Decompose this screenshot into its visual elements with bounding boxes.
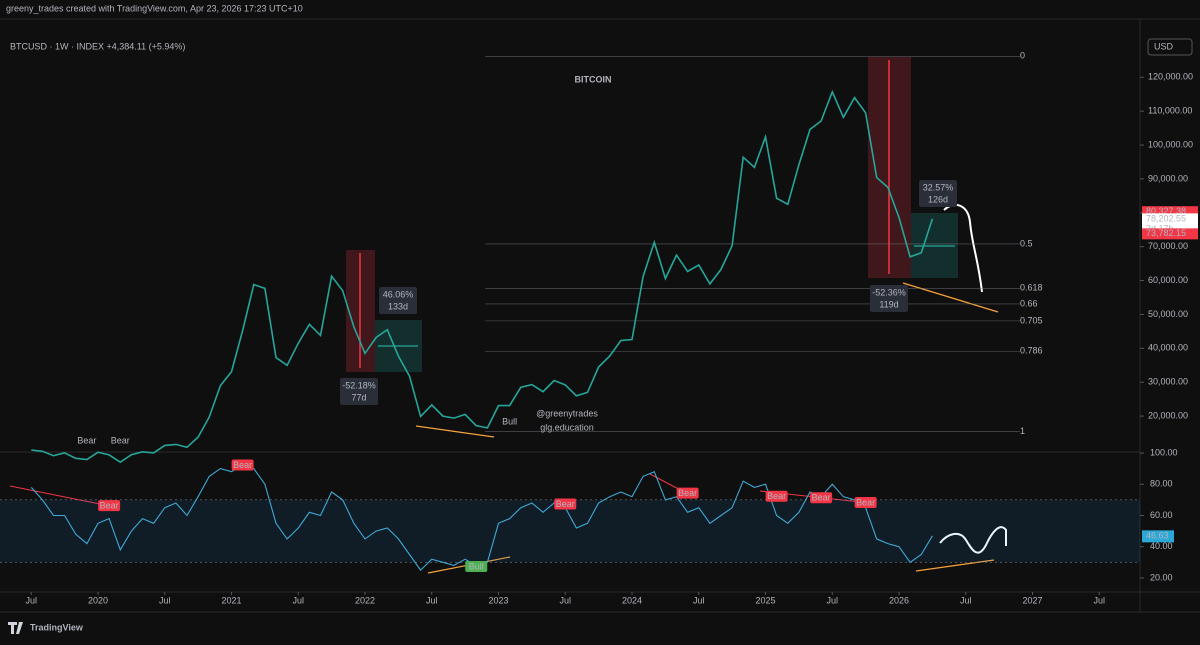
fib-label: 0.5 — [1020, 238, 1033, 248]
signal-label: Bear — [111, 436, 130, 446]
signal-label: Bull — [502, 417, 517, 427]
signal-label: Bear — [678, 488, 697, 498]
signal-box — [765, 490, 788, 502]
measure-change: 32.57% — [923, 182, 954, 192]
price-label-box — [1142, 206, 1198, 218]
y-tick-label: 110,000.00 — [1148, 106, 1192, 116]
measure-change: 46.06% — [383, 289, 414, 299]
price-label: 78,202.55 — [1146, 213, 1186, 223]
x-tick-label: 2023 — [488, 595, 508, 605]
signal-label: Bear — [856, 497, 875, 507]
y-tick-label: 100,000.00 — [1148, 139, 1193, 149]
signal-label: Bear — [812, 493, 831, 503]
signal-label: Bear — [77, 436, 96, 446]
y-tick-label: 40.00 — [1150, 541, 1173, 551]
signal-box — [465, 561, 488, 573]
fib-label: 0 — [1020, 51, 1025, 61]
x-tick-label: Jul — [826, 595, 838, 605]
y-tick-label: 60,000.00 — [1148, 275, 1188, 285]
trend-line — [915, 559, 995, 572]
measure-duration: 126d — [928, 194, 948, 204]
y-tick-label: 120,000.00 — [1148, 72, 1193, 82]
x-tick-label: Jul — [25, 595, 37, 605]
measure-change: -52.18% — [342, 380, 376, 390]
signal-label: Bear — [100, 500, 119, 510]
measure-boxes — [346, 57, 958, 372]
x-tick-label: Jul — [960, 595, 972, 605]
x-tick-label: 2020 — [88, 595, 108, 605]
x-tick-label: Jul — [1093, 595, 1105, 605]
y-tick-label: 20.00 — [1150, 572, 1173, 582]
x-tick-label: Jul — [292, 595, 304, 605]
x-tick-label: Jul — [159, 595, 171, 605]
x-tick-label: 2024 — [622, 595, 642, 605]
signal-label: Bear — [556, 499, 575, 509]
price-label-box — [1142, 228, 1198, 240]
y-tick-label: 60.00 — [1150, 510, 1173, 520]
rsi-last-box — [1142, 530, 1174, 543]
x-tick-label: Jul — [693, 595, 705, 605]
measure-label-box — [870, 285, 908, 312]
x-tick-label: 2021 — [221, 595, 241, 605]
series-line — [31, 89, 934, 464]
rsi-last-label: 46.63 — [1146, 531, 1169, 541]
x-tick-label: 2026 — [889, 595, 909, 605]
brand-name: TradingView — [30, 622, 84, 632]
price-label: 80,327.38 — [1146, 206, 1186, 216]
signal-box — [98, 500, 121, 512]
trend-line — [415, 425, 495, 438]
x-tick-label: Jul — [559, 595, 571, 605]
watermark: glg.education — [540, 422, 594, 432]
countdown-label: 3d 17h — [1146, 223, 1174, 233]
chart-title: BITCOIN — [575, 74, 612, 84]
fib-label: 0.66 — [1020, 298, 1038, 308]
drawn-path — [939, 526, 1007, 554]
y-tick-label: 100.00 — [1150, 447, 1178, 457]
measure-duration: 133d — [388, 301, 408, 311]
x-tick-label: 2027 — [1022, 595, 1042, 605]
fib-label: 0.705 — [1020, 315, 1043, 325]
signal-label: Bear — [767, 491, 786, 501]
x-tick-label: 2022 — [355, 595, 375, 605]
signal-box — [231, 459, 254, 471]
y-tick-label: 30,000.00 — [1148, 377, 1188, 387]
signal-label: Bull — [469, 561, 484, 571]
x-tick-label: Jul — [426, 595, 438, 605]
y-tick-label: 70,000.00 — [1148, 241, 1188, 251]
x-tick-label: 2025 — [755, 595, 775, 605]
y-tick-label: 50,000.00 — [1148, 309, 1188, 319]
trend-line — [902, 282, 999, 313]
fib-label: 1 — [1020, 426, 1025, 436]
brand-logo — [8, 622, 23, 634]
fib-label: 0.786 — [1020, 346, 1043, 356]
signal-box — [676, 487, 699, 499]
currency-button[interactable] — [1147, 38, 1193, 56]
measure-change: -52.36% — [872, 287, 906, 297]
signal-box — [554, 498, 577, 510]
measure-label-box — [919, 180, 957, 207]
fib-label: 0.618 — [1020, 283, 1043, 293]
signal-label: Bear — [233, 460, 252, 470]
signal-box — [810, 492, 833, 504]
header-text: greeny_trades created with TradingView.c… — [6, 3, 303, 13]
currency-label: USD — [1154, 41, 1174, 51]
measure-duration: 77d — [351, 392, 366, 402]
watermark: @greenytrades — [536, 408, 598, 418]
divergence-line — [9, 485, 111, 507]
measure-duration: 119d — [879, 299, 898, 309]
y-tick-label: 40,000.00 — [1148, 343, 1188, 353]
measure-label-box — [340, 378, 378, 405]
signal-box — [854, 496, 877, 508]
y-tick-label: 90,000.00 — [1148, 173, 1188, 183]
symbol-line: BTCUSD · 1W · INDEX +4,384.11 (+5.94%) — [10, 41, 185, 51]
measure-label-box — [379, 287, 417, 314]
price-label: 73,782.15 — [1146, 228, 1186, 238]
y-tick-label: 20,000.00 — [1148, 410, 1188, 420]
y-tick-label: 80.00 — [1150, 479, 1173, 489]
